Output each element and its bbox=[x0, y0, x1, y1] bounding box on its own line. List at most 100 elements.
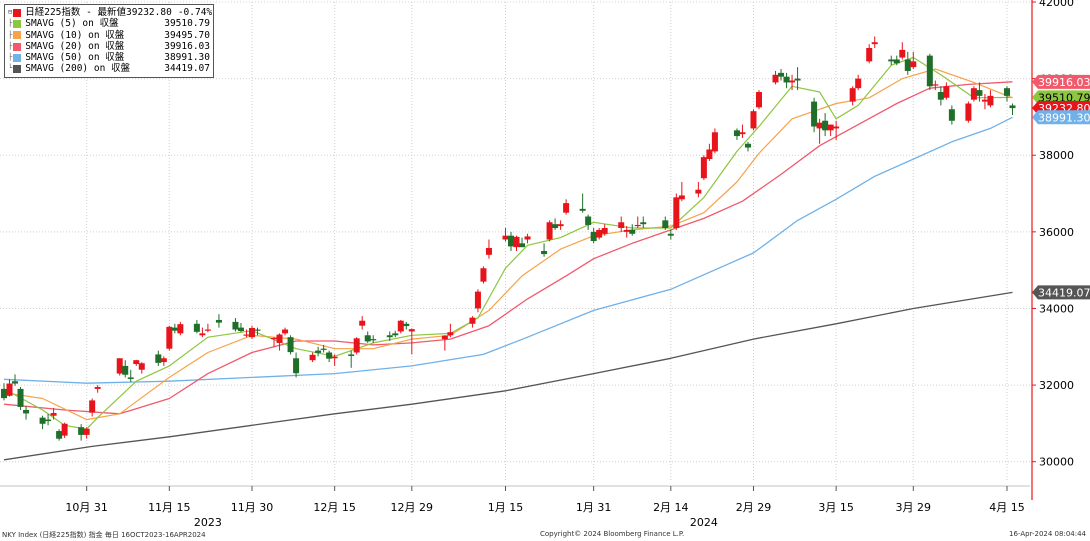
candle-body bbox=[833, 126, 840, 129]
candle-body bbox=[508, 235, 514, 247]
candle-body bbox=[94, 386, 101, 389]
candle-body bbox=[353, 338, 360, 353]
candle bbox=[910, 51, 917, 70]
candle-body bbox=[822, 120, 829, 131]
tag-label: 38991.30 bbox=[1038, 111, 1090, 124]
candle-body bbox=[579, 208, 586, 211]
candle-body bbox=[56, 431, 63, 439]
candle-body bbox=[519, 243, 526, 248]
candle bbox=[755, 90, 762, 110]
candle bbox=[127, 369, 134, 383]
legend-value: 39510.79 bbox=[164, 18, 210, 30]
sma20-line bbox=[3, 81, 1013, 415]
candle bbox=[199, 327, 206, 338]
candle-body bbox=[778, 72, 785, 77]
collapse-icon[interactable]: ⊟ bbox=[8, 8, 13, 16]
y-tick-label: 34000 bbox=[1039, 302, 1074, 315]
candle-body bbox=[133, 360, 140, 365]
last-value-tag: 38991.30 bbox=[1032, 110, 1090, 125]
candle-body bbox=[293, 358, 300, 374]
candle bbox=[254, 327, 261, 336]
last-value-tag: 34419.07 bbox=[1032, 285, 1090, 300]
candle-body bbox=[629, 229, 636, 234]
candle bbox=[502, 228, 509, 242]
tree-branch-icon: ├ bbox=[8, 19, 13, 28]
legend-swatch bbox=[13, 65, 22, 74]
candle bbox=[353, 337, 360, 355]
candle bbox=[695, 182, 702, 198]
candle-body bbox=[138, 363, 145, 370]
candle-body bbox=[348, 354, 355, 356]
candle bbox=[987, 90, 994, 108]
candle-body bbox=[932, 84, 939, 86]
candle-body bbox=[524, 236, 531, 240]
moving-average-lines bbox=[3, 56, 1013, 461]
candle bbox=[232, 318, 239, 332]
candle bbox=[563, 199, 570, 215]
legend-item-price: ⊟ 日経225指数 - 最新値 39232.80 -0.74% bbox=[8, 7, 212, 18]
candle bbox=[485, 239, 492, 259]
candle-body bbox=[849, 88, 856, 102]
candle-body bbox=[326, 352, 333, 359]
candle-body bbox=[910, 61, 917, 68]
candle-body bbox=[739, 132, 746, 135]
candle-body bbox=[89, 400, 96, 413]
candle bbox=[789, 74, 796, 91]
candle bbox=[276, 333, 283, 351]
candle bbox=[469, 316, 476, 328]
candle-body bbox=[987, 95, 994, 106]
candle bbox=[711, 128, 718, 154]
candle-body bbox=[78, 427, 85, 435]
candle bbox=[519, 237, 526, 248]
candle bbox=[733, 128, 740, 140]
candle-body bbox=[447, 332, 454, 336]
candle bbox=[138, 362, 145, 374]
legend-item-sma50: ├ SMAVG (50) on 収盤 38991.30 bbox=[8, 52, 210, 63]
y-axis: 30000320003400036000380004000042000 bbox=[1032, 0, 1074, 469]
candle-body bbox=[541, 251, 548, 255]
candle bbox=[706, 143, 713, 161]
candle-body bbox=[502, 235, 509, 240]
candle-body bbox=[667, 233, 674, 236]
x-tick-label: 12月 29 bbox=[391, 501, 434, 514]
candle bbox=[1003, 86, 1010, 102]
candle-body bbox=[232, 321, 239, 330]
x-year-label: 2023 bbox=[194, 516, 222, 529]
candle-body bbox=[1, 388, 7, 399]
tag-label: 34419.07 bbox=[1038, 286, 1090, 299]
grid-lines bbox=[0, 1, 1030, 487]
candle-body bbox=[789, 80, 796, 83]
candle-body bbox=[271, 337, 278, 340]
candle bbox=[243, 329, 250, 338]
sma200-line bbox=[3, 291, 1013, 461]
candle-body bbox=[733, 130, 740, 137]
candle-body bbox=[596, 229, 603, 238]
candle bbox=[948, 105, 955, 125]
x-year-label: 2024 bbox=[690, 516, 718, 529]
candle bbox=[673, 193, 680, 230]
candle bbox=[739, 124, 746, 138]
candle-body bbox=[970, 88, 977, 100]
y-tick-label: 30000 bbox=[1039, 456, 1074, 469]
candle-body bbox=[772, 74, 779, 83]
candle bbox=[480, 266, 487, 284]
candle-body bbox=[61, 423, 68, 436]
candle bbox=[56, 429, 63, 441]
legend-value: 38991.30 bbox=[164, 52, 210, 64]
y-tick-label: 32000 bbox=[1039, 379, 1074, 392]
candle-body bbox=[899, 49, 906, 58]
candle bbox=[392, 330, 399, 338]
candle-body bbox=[981, 99, 988, 102]
candle bbox=[171, 323, 178, 334]
candle bbox=[447, 323, 454, 338]
candle bbox=[122, 360, 129, 378]
candle-body bbox=[248, 327, 255, 338]
candle-body bbox=[370, 339, 377, 341]
candle bbox=[932, 80, 939, 91]
candle bbox=[783, 72, 790, 89]
candle bbox=[557, 220, 564, 230]
x-tick-label: 11月 15 bbox=[148, 501, 191, 514]
y-tick-label: 38000 bbox=[1039, 149, 1074, 162]
candle-body bbox=[39, 417, 46, 424]
candle-body bbox=[359, 320, 366, 326]
